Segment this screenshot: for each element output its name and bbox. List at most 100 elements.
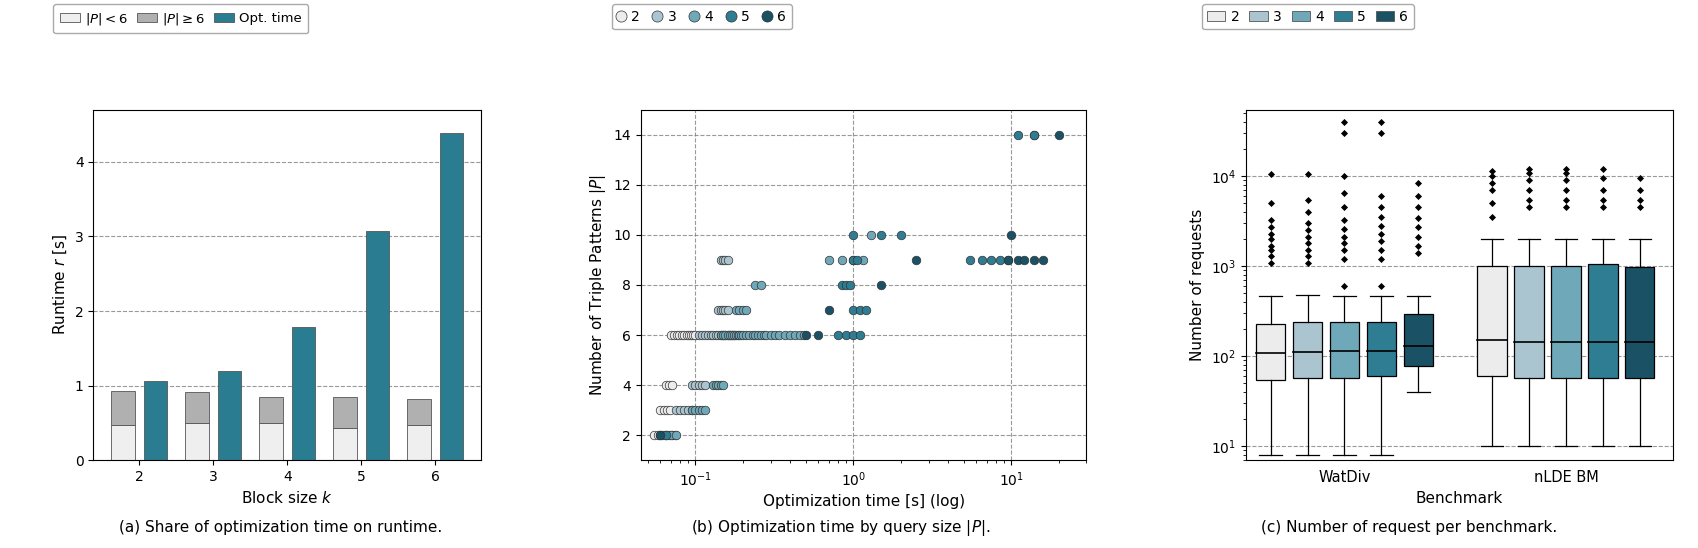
Point <box>793 330 820 339</box>
Point <box>655 381 683 390</box>
Point <box>678 406 705 415</box>
Point <box>805 330 832 339</box>
Point <box>661 431 688 439</box>
Point <box>1331 189 1358 197</box>
Point <box>717 330 744 339</box>
Point <box>720 330 747 339</box>
Point <box>657 330 684 339</box>
Point <box>1369 255 1396 264</box>
Point <box>691 330 718 339</box>
Point <box>1552 186 1579 195</box>
Point <box>1515 176 1542 185</box>
Point <box>678 330 705 339</box>
Point <box>739 330 766 339</box>
Point <box>647 431 674 439</box>
Point <box>1257 258 1284 267</box>
Point <box>710 330 737 339</box>
Point <box>647 431 674 439</box>
Point <box>1479 186 1506 195</box>
Polygon shape <box>1515 266 1543 378</box>
Point <box>1369 246 1396 255</box>
Point <box>1257 230 1284 238</box>
Point <box>747 330 774 339</box>
Point <box>715 330 742 339</box>
Point <box>1020 130 1048 139</box>
Point <box>734 330 761 339</box>
Point <box>720 330 747 339</box>
Point <box>1627 203 1654 212</box>
Point <box>1294 170 1321 179</box>
Point <box>1331 203 1358 212</box>
Point <box>708 330 735 339</box>
Point <box>781 330 808 339</box>
Point <box>683 406 710 415</box>
Point <box>691 381 718 390</box>
Point <box>868 281 895 289</box>
Point <box>841 231 868 239</box>
Point <box>710 255 737 264</box>
Bar <box>217 371 241 460</box>
Point <box>1257 252 1284 260</box>
Point <box>1404 178 1431 187</box>
Point <box>723 330 751 339</box>
Point <box>1627 174 1654 182</box>
Point <box>1331 172 1358 181</box>
Point <box>1029 255 1056 264</box>
Point <box>715 306 742 315</box>
Point <box>705 330 732 339</box>
Point <box>730 306 757 315</box>
Point <box>832 281 859 289</box>
Point <box>1257 215 1284 224</box>
X-axis label: Block size $k$: Block size $k$ <box>241 489 333 506</box>
Point <box>835 281 863 289</box>
Point <box>708 255 735 264</box>
Point <box>710 381 737 390</box>
Point <box>698 330 725 339</box>
Point <box>815 306 842 315</box>
Point <box>715 330 742 339</box>
Point <box>1369 237 1396 246</box>
Point <box>1552 168 1579 177</box>
Point <box>691 406 718 415</box>
Bar <box>365 231 389 460</box>
Y-axis label: Number of Triple Patterns $|P|$: Number of Triple Patterns $|P|$ <box>588 174 608 396</box>
Point <box>711 255 739 264</box>
Y-axis label: Runtime $r$ [s]: Runtime $r$ [s] <box>53 235 70 335</box>
Point <box>1404 214 1431 223</box>
Point <box>647 406 674 415</box>
Bar <box>333 428 357 460</box>
Polygon shape <box>1477 266 1506 376</box>
Point <box>728 330 756 339</box>
Point <box>1369 213 1396 222</box>
Point <box>1515 203 1542 212</box>
Point <box>1404 192 1431 201</box>
Point <box>1589 165 1616 174</box>
Point <box>1589 195 1616 204</box>
Point <box>652 431 679 439</box>
Point <box>669 330 696 339</box>
Point <box>640 431 667 439</box>
Point <box>725 306 752 315</box>
Point <box>678 381 705 390</box>
Point <box>1552 203 1579 212</box>
Point <box>705 381 732 390</box>
Point <box>1331 118 1358 127</box>
Point <box>1294 219 1321 228</box>
Point <box>1294 258 1321 267</box>
Point <box>1404 203 1431 212</box>
Point <box>1331 129 1358 138</box>
Point <box>1515 195 1542 204</box>
Point <box>657 406 684 415</box>
Point <box>745 330 773 339</box>
Point <box>1294 246 1321 255</box>
Point <box>1004 255 1031 264</box>
Point <box>652 431 679 439</box>
Point <box>722 306 749 315</box>
Point <box>978 255 1005 264</box>
Point <box>655 431 683 439</box>
Point <box>987 255 1014 264</box>
Bar <box>292 328 316 460</box>
Point <box>1294 226 1321 235</box>
Point <box>683 330 710 339</box>
Point <box>662 431 689 439</box>
